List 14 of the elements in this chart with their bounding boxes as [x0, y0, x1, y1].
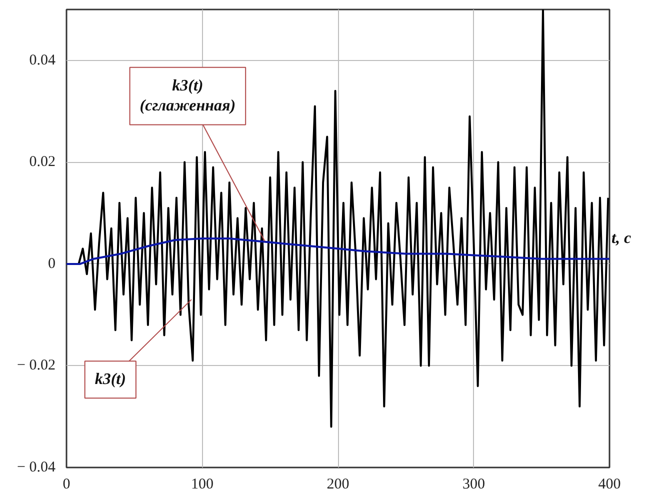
line-series [66, 238, 610, 265]
x-tick-label: 300 [462, 476, 485, 492]
y-tick-label: − 0.04 [17, 460, 56, 476]
x-axis-title: t, c [612, 230, 632, 247]
annotation: k3(t) (сглаженная) [140, 77, 236, 115]
x-tick-label: 100 [191, 476, 214, 492]
x-tick-label: 200 [326, 476, 350, 492]
y-tick-label: 0.02 [29, 154, 56, 170]
y-tick-label: 0 [48, 256, 56, 272]
x-tick-label: 400 [598, 476, 621, 492]
y-tick-label: − 0.02 [17, 358, 56, 374]
y-tick-label: 0.04 [29, 52, 56, 68]
x-tick-label: 0 [62, 476, 70, 492]
annotation: k3(t) [94, 371, 126, 388]
